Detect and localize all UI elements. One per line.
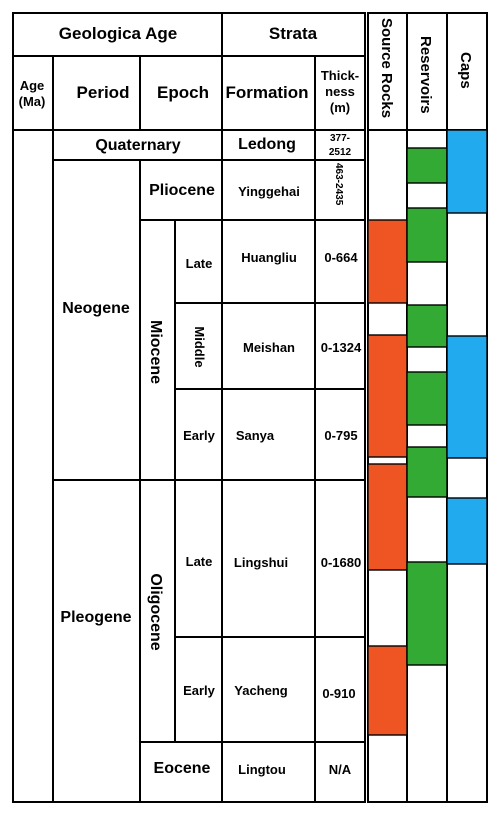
source-rock-block-lingshui xyxy=(367,463,408,571)
thickness-huangliu: 0-664 xyxy=(324,250,358,265)
table-header: Geologica Age Strata Age (Ma) Period Epo… xyxy=(19,18,474,118)
header-period: Period xyxy=(77,83,130,102)
label-pleogene: Pleogene xyxy=(60,609,131,626)
thickness-meishan: 0-1324 xyxy=(321,340,362,355)
formation-meishan: Meishan xyxy=(243,340,295,355)
header-thickness-line1: Thick- xyxy=(321,68,359,83)
header-reservoirs: Reservoirs xyxy=(417,36,434,114)
label-eocene: Eocene xyxy=(154,760,211,777)
header-thickness-line3: (m) xyxy=(330,100,350,115)
source-rock-block-huangliu xyxy=(367,219,408,304)
table-outer-border xyxy=(12,12,366,803)
thickness-ledong-line2: 2512 xyxy=(329,147,352,158)
reservoir-block-4 xyxy=(406,371,448,426)
label-miocene-middle: Middle xyxy=(192,326,207,367)
geological-units: Quaternary Neogene Pleogene Pliocene Mio… xyxy=(60,137,215,777)
header-age-unit: (Ma) xyxy=(19,94,46,109)
header-caps: Caps xyxy=(457,52,474,89)
table-grid xyxy=(12,12,366,803)
thickness-lingtou: N/A xyxy=(329,762,352,777)
formation-yacheng: Yacheng xyxy=(234,683,288,698)
formation-sanya: Sanya xyxy=(236,428,275,443)
header-epoch: Epoch xyxy=(157,83,209,102)
thickness-lingshui: 0-1680 xyxy=(321,555,361,570)
cap-block-3 xyxy=(446,497,488,565)
thickness-values: 377- 2512 463-2435 0-664 0-1324 0-795 0-… xyxy=(321,133,362,777)
formation-ledong: Ledong xyxy=(238,136,296,153)
formations: Ledong Yinggehai Huangliu Meishan Sanya … xyxy=(234,136,300,777)
formation-lingtou: Lingtou xyxy=(238,762,286,777)
header-source-rocks: Source Rocks xyxy=(378,18,395,118)
reservoir-block-2 xyxy=(406,207,448,263)
reservoir-block-3 xyxy=(406,304,448,348)
label-oligocene-late: Late xyxy=(186,554,213,569)
label-miocene-early: Early xyxy=(183,428,216,443)
thickness-sanya: 0-795 xyxy=(324,428,357,443)
header-strata: Strata xyxy=(269,24,318,43)
formation-lingshui: Lingshui xyxy=(234,555,288,570)
reservoir-block-1 xyxy=(406,147,448,184)
label-oligocene: Oligocene xyxy=(147,573,164,650)
reservoir-block-6 xyxy=(406,561,448,666)
header-age: Age xyxy=(20,78,45,93)
formation-huangliu: Huangliu xyxy=(241,250,297,265)
label-pliocene: Pliocene xyxy=(149,182,215,199)
header-thickness-line2: ness xyxy=(325,84,355,99)
header-formation: Formation xyxy=(225,83,308,102)
source-rock-block-yacheng xyxy=(367,645,408,736)
label-oligocene-early: Early xyxy=(183,683,216,698)
label-miocene: Miocene xyxy=(147,320,164,384)
label-neogene: Neogene xyxy=(62,300,130,317)
source-rock-block-meishan-sanya xyxy=(367,334,408,458)
cap-block-1 xyxy=(446,129,488,214)
label-miocene-late: Late xyxy=(186,256,213,271)
indicator-columns xyxy=(367,12,488,803)
reservoir-block-5 xyxy=(406,446,448,498)
cap-block-2 xyxy=(446,335,488,459)
thickness-ledong-line1: 377- xyxy=(330,133,350,144)
thickness-yinggehai: 463-2435 xyxy=(333,163,344,206)
header-geological-age: Geologica Age xyxy=(59,24,177,43)
thickness-yacheng: 0-910 xyxy=(322,686,355,701)
label-quaternary: Quaternary xyxy=(95,137,180,154)
formation-yinggehai: Yinggehai xyxy=(238,184,300,199)
